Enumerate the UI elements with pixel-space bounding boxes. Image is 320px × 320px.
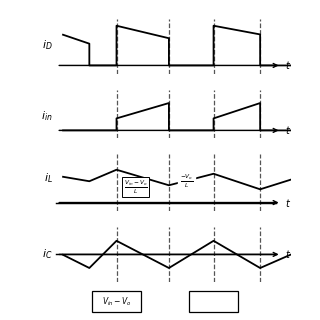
Text: $i_{in}$: $i_{in}$	[41, 109, 52, 124]
Text: $\frac{V_{in}-V_o}{L}$: $\frac{V_{in}-V_o}{L}$	[124, 178, 148, 196]
Text: $t$: $t$	[285, 248, 292, 260]
Text: $t$: $t$	[285, 124, 292, 136]
Text: $\frac{-V_o}{L}$: $\frac{-V_o}{L}$	[180, 172, 193, 190]
Text: $i_D$: $i_D$	[42, 38, 52, 52]
Bar	[92, 291, 141, 312]
Text: $i_C$: $i_C$	[42, 247, 52, 261]
Text: $V_{in}-V_o$: $V_{in}-V_o$	[101, 295, 132, 308]
Text: $t$: $t$	[285, 196, 292, 209]
Text: $t$: $t$	[285, 60, 292, 71]
Bar	[189, 291, 238, 312]
Text: $i_L$: $i_L$	[44, 171, 52, 185]
